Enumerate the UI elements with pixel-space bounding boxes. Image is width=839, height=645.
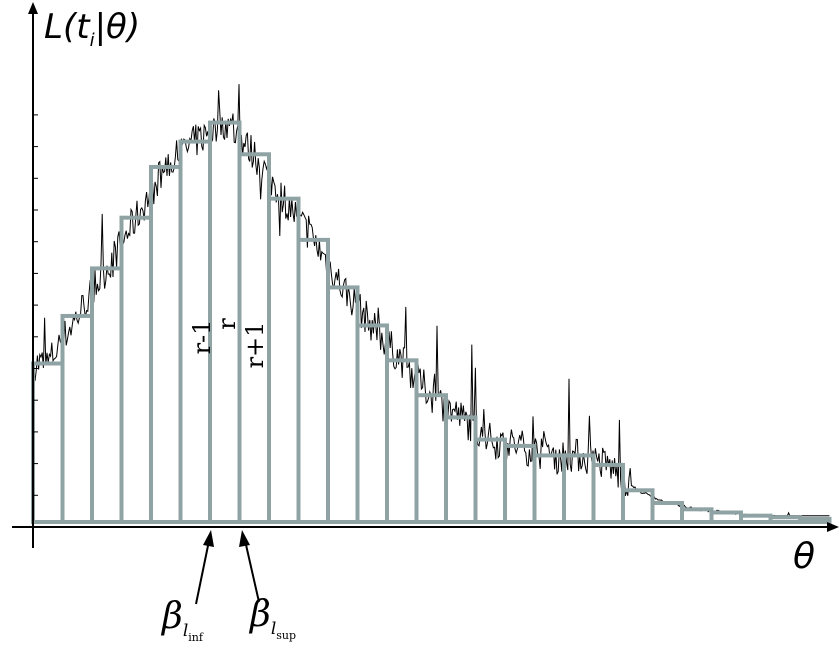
histogram-bin xyxy=(473,437,507,524)
beta-inf-label: βlinf xyxy=(160,596,204,644)
histogram-bin xyxy=(355,323,389,524)
bin-label-r-plus-1: r+1 xyxy=(241,322,269,369)
beta-inf-symbol: β xyxy=(160,596,183,637)
histogram-bin xyxy=(739,513,773,524)
beta-sup-label: βlsup xyxy=(248,594,296,642)
y-axis-ticks xyxy=(33,114,38,496)
histogram-bin xyxy=(385,358,419,524)
noisy-likelihood-curve xyxy=(34,84,830,517)
beta-sup-pointer-arrow xyxy=(239,530,260,603)
histogram-bin xyxy=(326,285,360,525)
histogram-bin xyxy=(90,266,124,524)
histogram-bin xyxy=(414,393,448,525)
y-label-bar: | xyxy=(95,7,106,47)
histogram-bin xyxy=(768,515,802,524)
histogram-bins xyxy=(31,120,832,525)
y-axis-label: L(ti|θ) xyxy=(44,7,140,51)
histogram-bin xyxy=(296,237,330,524)
bin-label-r: r xyxy=(213,318,241,330)
histogram-bin xyxy=(709,510,743,524)
histogram-bin xyxy=(680,507,714,525)
x-axis-arrowhead xyxy=(827,522,839,532)
y-label-t: t xyxy=(76,7,91,47)
histogram-bin xyxy=(650,500,684,525)
axes xyxy=(12,2,839,548)
y-label-theta: θ) xyxy=(106,7,140,47)
y-label-L: L( xyxy=(44,7,78,47)
histogram-bin xyxy=(31,361,65,524)
histogram-bin xyxy=(267,196,301,524)
beta-inf-sub: inf xyxy=(188,631,204,644)
histogram-bin xyxy=(798,516,832,525)
bin-label-r-minus-1: r-1 xyxy=(188,320,216,355)
y-axis-arrowhead xyxy=(28,2,38,14)
x-axis-label: θ xyxy=(793,536,815,577)
y-label-i-subscript: i xyxy=(90,30,95,51)
histogram-bin xyxy=(119,215,153,524)
beta-inf-pointer-arrow xyxy=(195,530,214,605)
beta-inf-l: l xyxy=(183,621,188,641)
histogram-bin xyxy=(60,313,94,525)
beta-sup-sub: sup xyxy=(276,629,296,642)
histogram-bin xyxy=(532,453,566,524)
histogram-bin xyxy=(149,164,183,525)
beta-sup-symbol: β xyxy=(248,594,271,635)
beta-sup-l: l xyxy=(271,619,276,639)
